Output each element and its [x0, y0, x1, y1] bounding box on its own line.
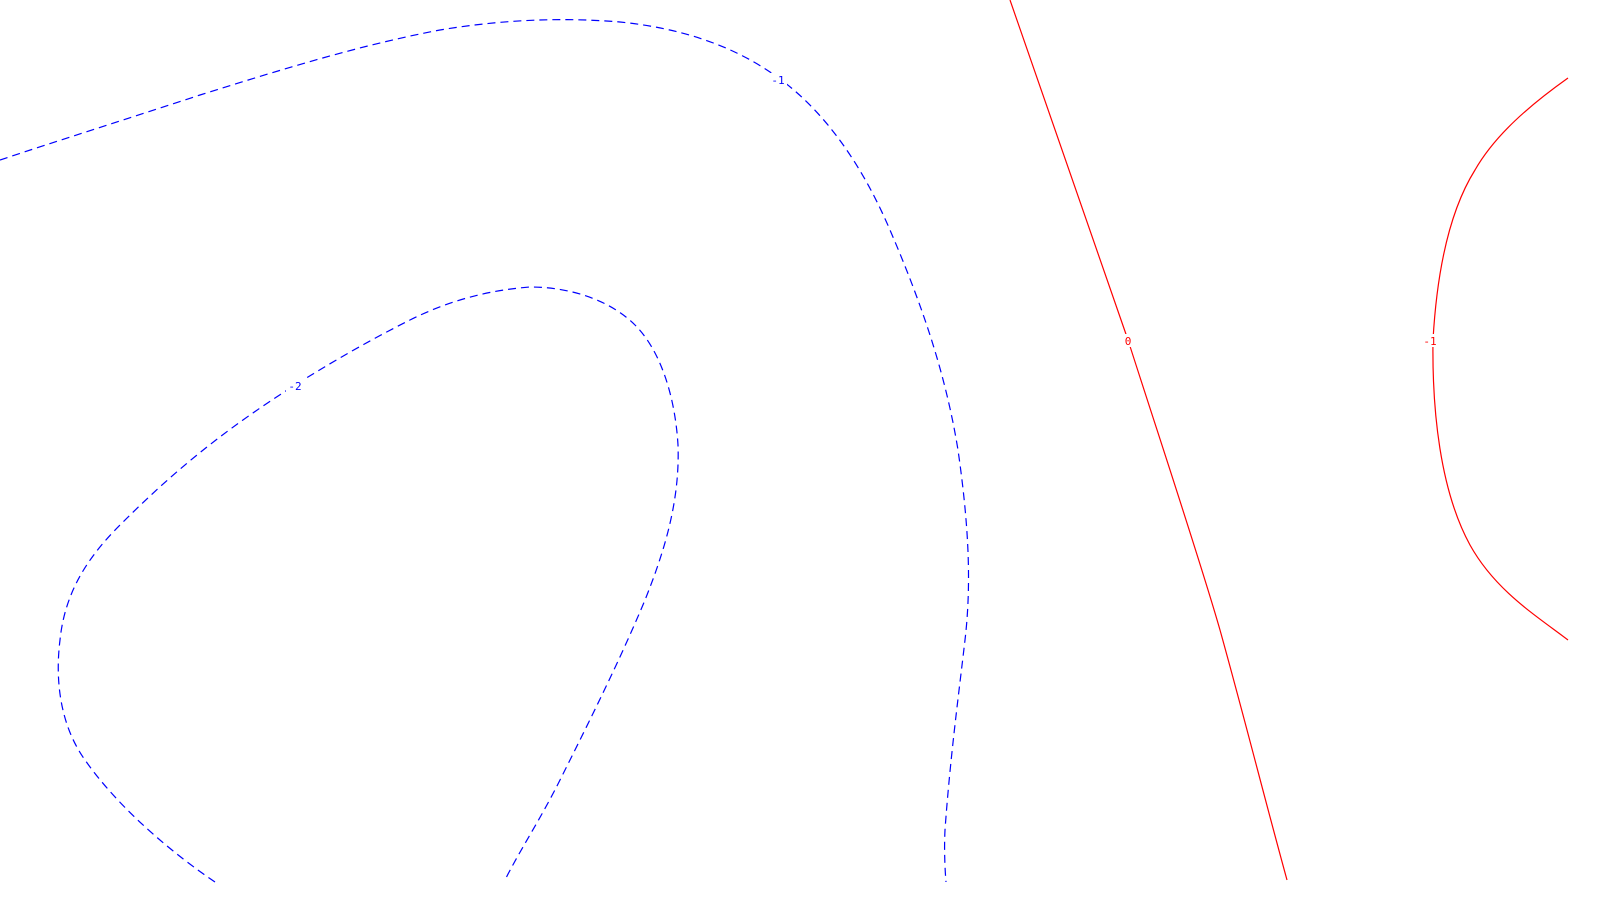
contour-line-zero-label-bg — [1119, 334, 1137, 347]
contour-lines — [0, 0, 1569, 883]
contour-line-plus-1 — [1432, 77, 1569, 641]
contour-line-plus-1-label: -1 — [1423, 335, 1436, 348]
contour-labels: -2 -1 0 -1 — [286, 73, 1439, 393]
contour-line-minus-2 — [57, 286, 679, 883]
contour-line-minus-1-label-bg — [769, 73, 787, 86]
contour-line-zero — [1009, 0, 1288, 881]
contour-line-zero-label: 0 — [1125, 335, 1132, 348]
contour-line-minus-2-label-bg — [286, 379, 304, 392]
contour-line-minus-1-label: -1 — [771, 74, 784, 87]
contour-line-minus-1 — [0, 19, 970, 883]
contour-line-minus-2-label: -2 — [288, 380, 301, 393]
contour-line-plus-1-label-bg — [1421, 334, 1439, 347]
